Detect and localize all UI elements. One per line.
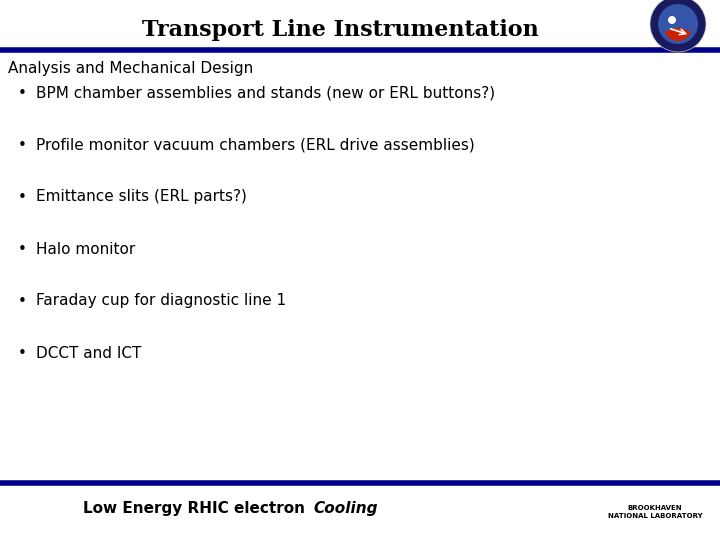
Text: Emittance slits (ERL parts?): Emittance slits (ERL parts?) — [36, 190, 247, 205]
Text: Low Energy RHIC electron: Low Energy RHIC electron — [83, 501, 310, 516]
Text: BROOKHAVEN
NATIONAL LABORATORY: BROOKHAVEN NATIONAL LABORATORY — [608, 505, 702, 518]
Text: •: • — [17, 294, 27, 308]
Text: •: • — [17, 85, 27, 100]
Text: Faraday cup for diagnostic line 1: Faraday cup for diagnostic line 1 — [36, 294, 286, 308]
Circle shape — [668, 16, 676, 24]
Text: BPM chamber assemblies and stands (new or ERL buttons?): BPM chamber assemblies and stands (new o… — [36, 85, 495, 100]
Text: Profile monitor vacuum chambers (ERL drive assemblies): Profile monitor vacuum chambers (ERL dri… — [36, 138, 474, 152]
Circle shape — [658, 4, 698, 44]
Text: •: • — [17, 346, 27, 361]
Text: •: • — [17, 190, 27, 205]
Text: DCCT and ICT: DCCT and ICT — [36, 346, 141, 361]
Text: •: • — [17, 138, 27, 152]
Text: •: • — [17, 241, 27, 256]
Circle shape — [650, 0, 706, 52]
Text: Transport Line Instrumentation: Transport Line Instrumentation — [142, 19, 539, 41]
Text: Halo monitor: Halo monitor — [36, 241, 135, 256]
Wedge shape — [665, 27, 691, 41]
Text: Cooling: Cooling — [313, 501, 377, 516]
Text: Analysis and Mechanical Design: Analysis and Mechanical Design — [8, 60, 253, 76]
